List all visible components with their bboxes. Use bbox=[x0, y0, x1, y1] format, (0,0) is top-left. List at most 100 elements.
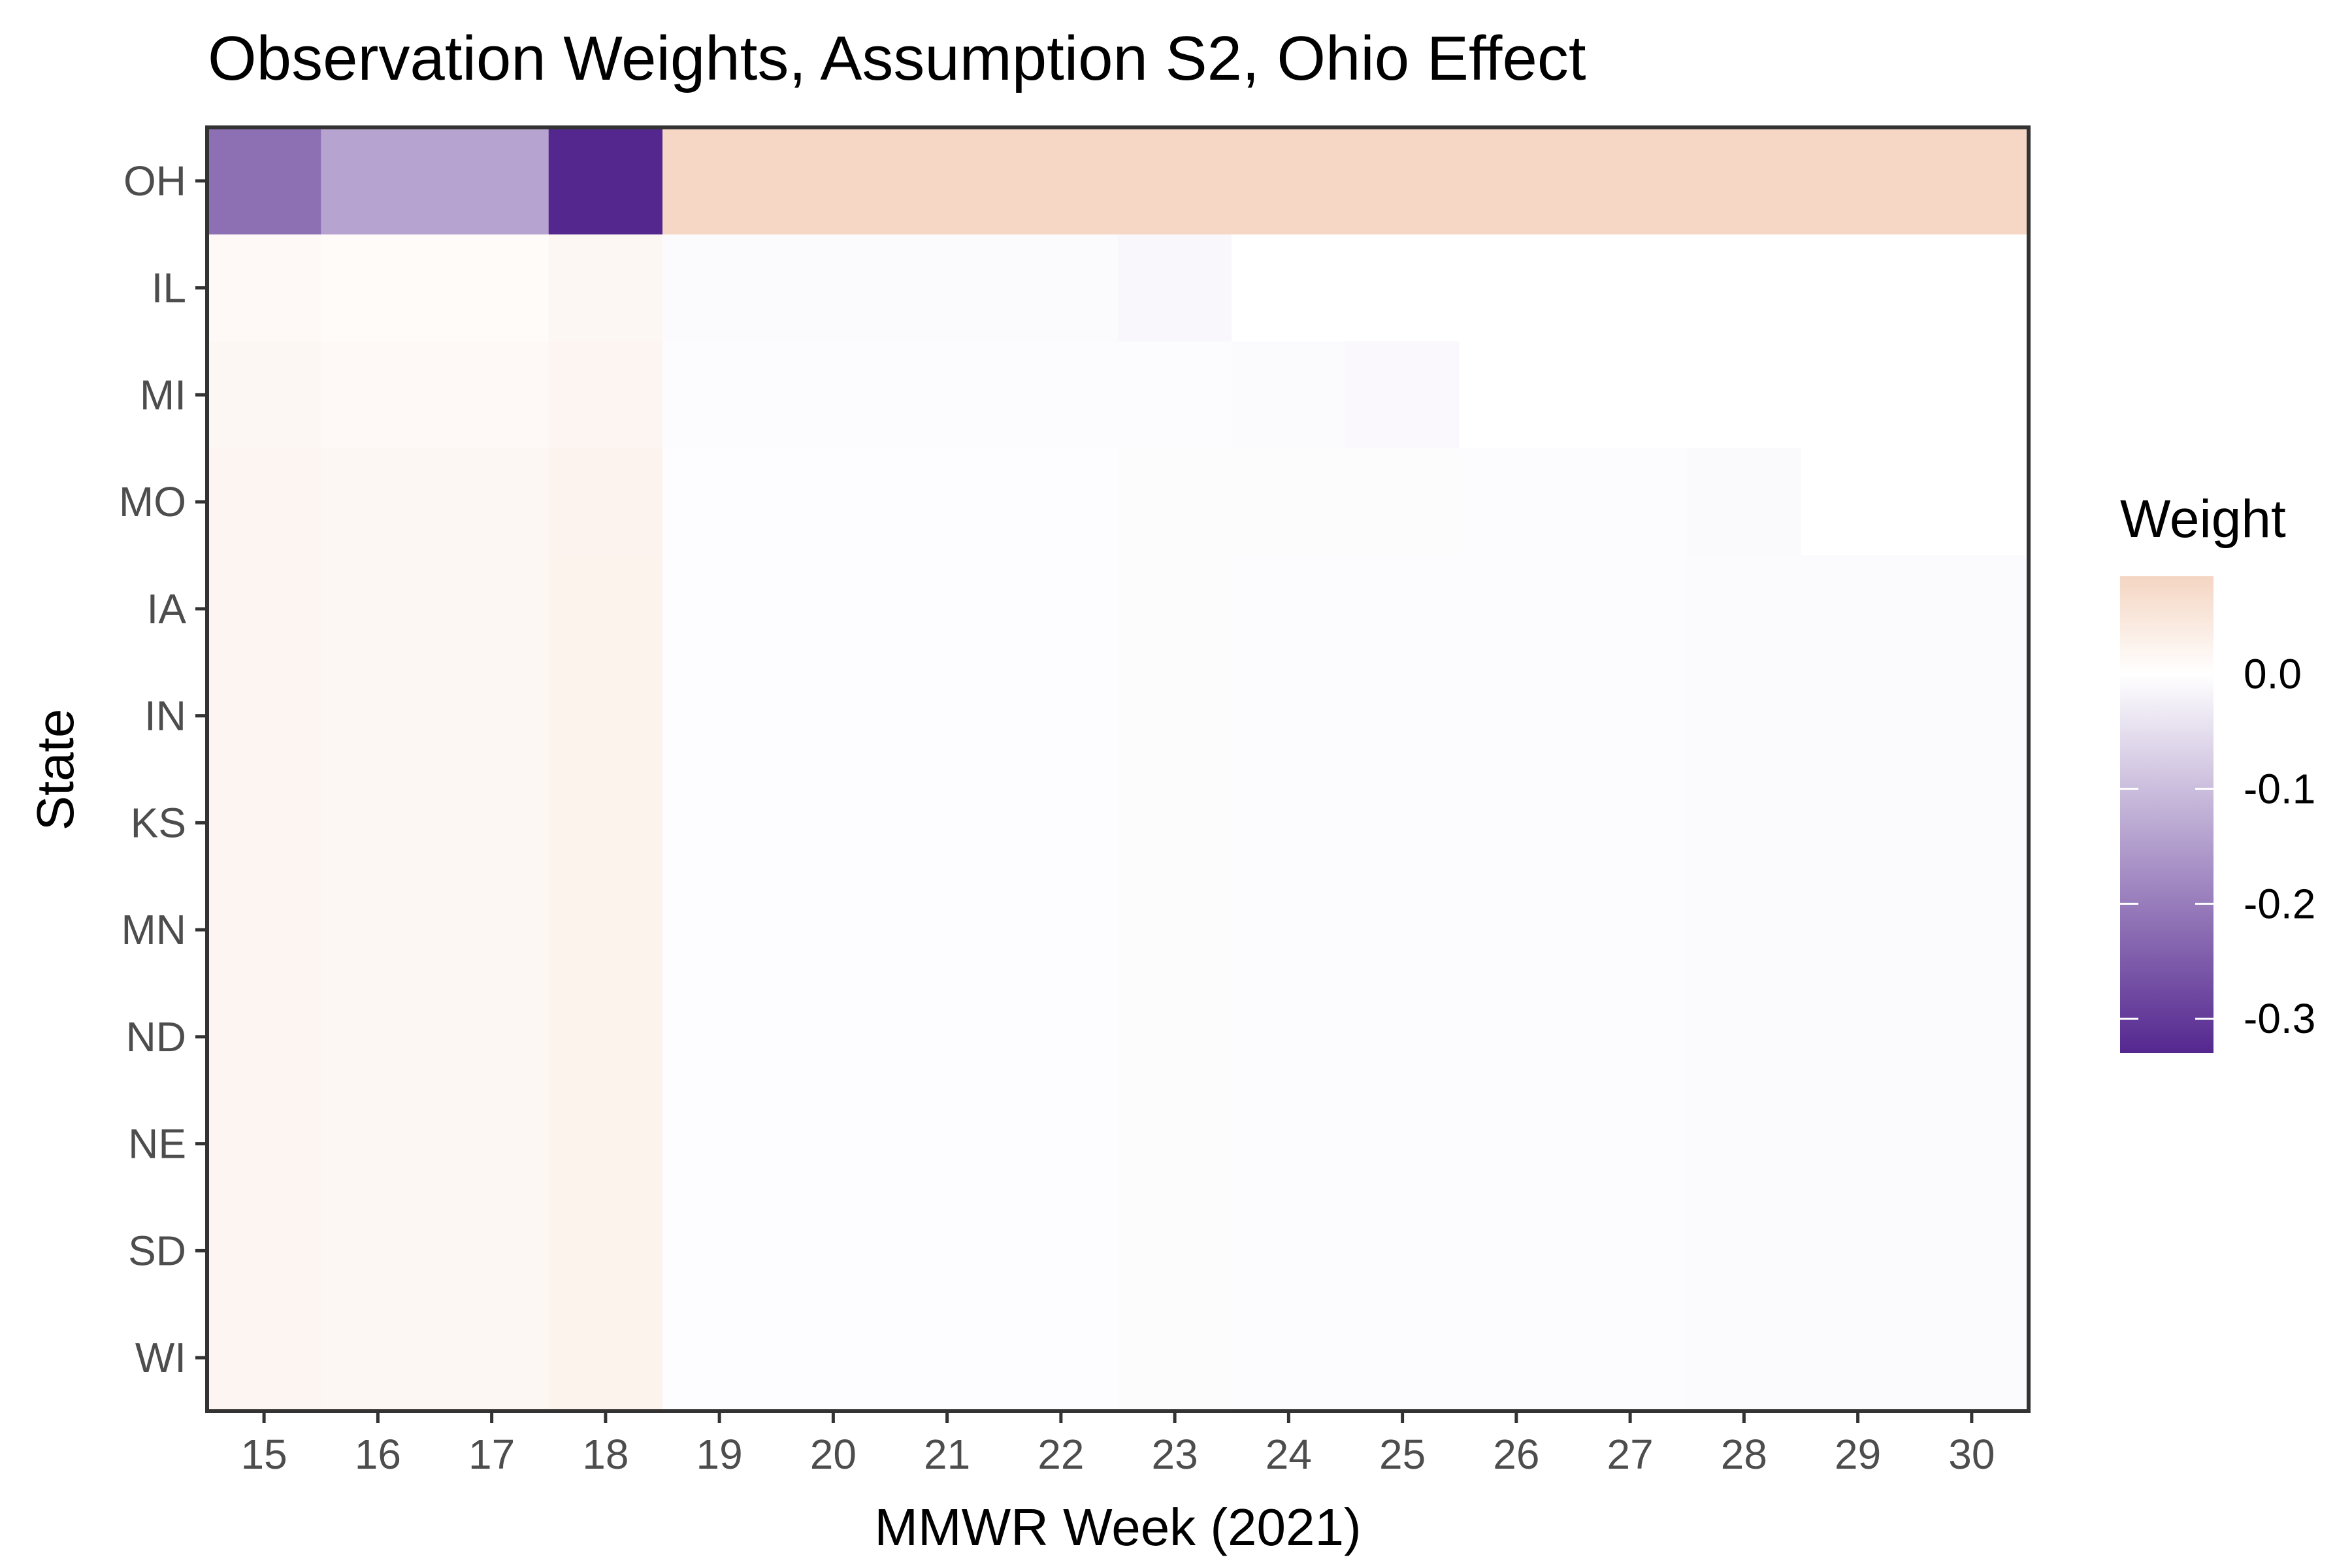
heatmap-cell bbox=[1687, 341, 1802, 449]
heatmap-cell bbox=[662, 876, 777, 984]
heatmap-cell bbox=[1004, 769, 1119, 877]
y-tick-label: MI bbox=[140, 371, 186, 418]
heatmap-cell bbox=[890, 876, 1005, 984]
heatmap-cell bbox=[1345, 555, 1460, 663]
heatmap-cell bbox=[662, 127, 777, 235]
heatmap-cell bbox=[434, 448, 549, 556]
heatmap-cell bbox=[890, 234, 1005, 342]
x-tick-label: 30 bbox=[1948, 1431, 1995, 1478]
heatmap-cell bbox=[1459, 1090, 1574, 1198]
heatmap-cell bbox=[321, 662, 436, 770]
heatmap-cell bbox=[1345, 127, 1460, 235]
heatmap-cell bbox=[548, 1197, 663, 1305]
heatmap-cell bbox=[1573, 983, 1688, 1091]
heatmap-cell bbox=[1801, 662, 1916, 770]
heatmap-cell bbox=[207, 341, 321, 449]
y-tick-label: SD bbox=[128, 1227, 186, 1274]
legend-tick-label: -0.1 bbox=[2244, 765, 2315, 812]
heatmap-cell bbox=[890, 1304, 1005, 1412]
y-tick-label: IN bbox=[144, 693, 186, 740]
heatmap-cell bbox=[548, 448, 663, 556]
heatmap-cell bbox=[1118, 448, 1232, 556]
heatmap-cell bbox=[1573, 448, 1688, 556]
y-tick-label: IA bbox=[147, 585, 187, 632]
heatmap-cell bbox=[1118, 234, 1232, 342]
heatmap-cell bbox=[1914, 1197, 2029, 1305]
heatmap-cell bbox=[662, 1090, 777, 1198]
heatmap-cell bbox=[321, 555, 436, 663]
heatmap-cell bbox=[1232, 1197, 1347, 1305]
x-axis: 15 16 17 18 19 20 21 22 23 24 25 26 27 28 29 30 bbox=[241, 1411, 1995, 1478]
x-tick-label: 18 bbox=[582, 1431, 629, 1478]
heatmap-cell bbox=[548, 234, 663, 342]
heatmap-cell bbox=[1914, 1304, 2029, 1412]
heatmap-cell bbox=[1459, 769, 1574, 877]
heatmap-cell bbox=[1004, 448, 1119, 556]
legend-tick-label: 0.0 bbox=[2244, 651, 2302, 698]
heatmap-cell bbox=[548, 983, 663, 1091]
heatmap-cell bbox=[434, 662, 549, 770]
heatmap-cell bbox=[1573, 1304, 1688, 1412]
heatmap-cell bbox=[890, 448, 1005, 556]
heatmap-cell bbox=[207, 555, 321, 663]
heatmap-cell bbox=[1914, 1090, 2029, 1198]
heatmap-cell bbox=[207, 769, 321, 877]
heatmap-cell bbox=[1573, 876, 1688, 984]
heatmap-cell bbox=[548, 662, 663, 770]
heatmap-cell bbox=[321, 1197, 436, 1305]
heatmap-cell bbox=[1118, 983, 1232, 1091]
heatmap-cell bbox=[1232, 448, 1347, 556]
heatmap-cell bbox=[1118, 769, 1232, 877]
heatmap-cell bbox=[1573, 341, 1688, 449]
heatmap-cell bbox=[662, 983, 777, 1091]
heatmap-cell bbox=[1232, 555, 1347, 663]
heatmap-cell bbox=[1118, 555, 1232, 663]
heatmap-cell bbox=[1801, 1090, 1916, 1198]
heatmap-cell bbox=[1459, 1304, 1574, 1412]
heatmap-cell bbox=[1573, 555, 1688, 663]
x-tick-label: 16 bbox=[355, 1431, 401, 1478]
heatmap-cell bbox=[776, 341, 891, 449]
heatmap-cell bbox=[207, 983, 321, 1091]
heatmap-cell bbox=[434, 1197, 549, 1305]
heatmap-cell bbox=[207, 876, 321, 984]
heatmap-cell bbox=[1687, 876, 1802, 984]
heatmap-cell bbox=[662, 555, 777, 663]
heatmap-cell bbox=[662, 1197, 777, 1305]
heatmap-cell bbox=[321, 127, 436, 235]
y-tick-label: MO bbox=[119, 478, 186, 525]
heatmap-cell bbox=[434, 769, 549, 877]
y-tick-label: WI bbox=[135, 1334, 186, 1381]
heatmap-cell bbox=[1345, 448, 1460, 556]
heatmap-cell bbox=[207, 448, 321, 556]
plot-panel-border bbox=[205, 125, 2031, 1413]
heatmap-cell bbox=[207, 1197, 321, 1305]
heatmap-cell bbox=[1573, 1090, 1688, 1198]
heatmap-cell bbox=[207, 127, 321, 235]
heatmap-cell bbox=[207, 234, 321, 342]
heatmap-cell bbox=[434, 1304, 549, 1412]
heatmap-cell bbox=[1232, 769, 1347, 877]
heatmap-cell bbox=[1345, 769, 1460, 877]
heatmap-cell bbox=[890, 341, 1005, 449]
heatmap-cell bbox=[434, 234, 549, 342]
heatmap-cell bbox=[662, 448, 777, 556]
heatmap-cell bbox=[890, 983, 1005, 1091]
heatmap-cell bbox=[1004, 234, 1119, 342]
heatmap-cell bbox=[1914, 127, 2029, 235]
heatmap-cell bbox=[1232, 234, 1347, 342]
heatmap-cell bbox=[434, 127, 549, 235]
heatmap-cell bbox=[1459, 1197, 1574, 1305]
heatmap-cell bbox=[321, 769, 436, 877]
heatmap-cell bbox=[1801, 234, 1916, 342]
heatmap-cell bbox=[1004, 1090, 1119, 1198]
heatmap-cell bbox=[1118, 1304, 1232, 1412]
heatmap-cell bbox=[321, 341, 436, 449]
heatmap-cell bbox=[321, 876, 436, 984]
heatmap-cell bbox=[1004, 341, 1119, 449]
heatmap-cells bbox=[207, 127, 2029, 1412]
heatmap-cell bbox=[1801, 127, 1916, 235]
chart-title: Observation Weights, Assumption S2, Ohio… bbox=[208, 24, 1586, 93]
heatmap-cell bbox=[1232, 341, 1347, 449]
